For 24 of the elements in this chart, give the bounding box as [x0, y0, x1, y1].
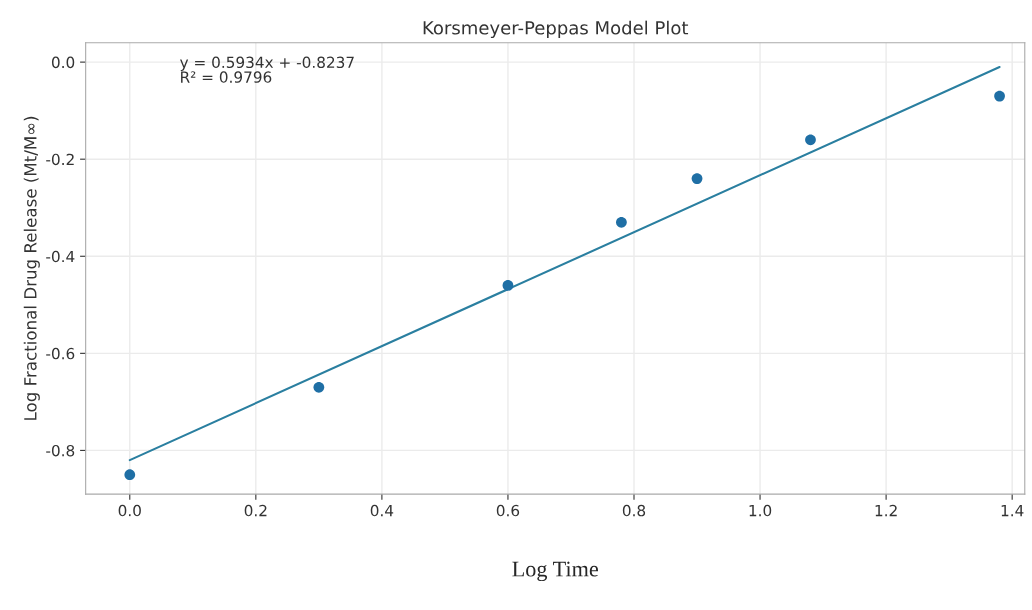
point: [313, 381, 325, 393]
x-tick-label: 1.0: [749, 504, 772, 517]
x-axis-title: Log Time: [512, 561, 598, 582]
point: [616, 216, 627, 228]
x-tick-label: 0.0: [118, 504, 141, 517]
x-tick-label: 1.2: [875, 504, 897, 517]
y-tick-label: 0.0: [51, 56, 75, 69]
y-axis-title: Log Fractional Drug Release (Mt/M∞): [23, 116, 40, 420]
y-tick-label: -0.4: [46, 250, 75, 263]
x-tick-label: 1.4: [1001, 504, 1024, 517]
point: [805, 134, 816, 146]
y-tick-label: -0.2: [46, 153, 74, 166]
chart-title: Korsmeyer-Peppas Model Plot: [423, 20, 689, 39]
x-tick-label: 0.4: [370, 504, 394, 517]
x-tick-label: 0.2: [244, 504, 267, 517]
point: [502, 280, 514, 291]
x-tick-label: 0.6: [496, 504, 520, 517]
point: [124, 469, 136, 481]
x-tick-label: 0.8: [622, 504, 646, 517]
y-tick-label: -0.6: [46, 347, 75, 360]
point: [691, 173, 703, 184]
annotation: y = 0.5934x + -0.8237 R² = 0.9796: [180, 56, 354, 83]
y-tick-label: -0.8: [46, 444, 75, 457]
point: [994, 90, 1005, 102]
